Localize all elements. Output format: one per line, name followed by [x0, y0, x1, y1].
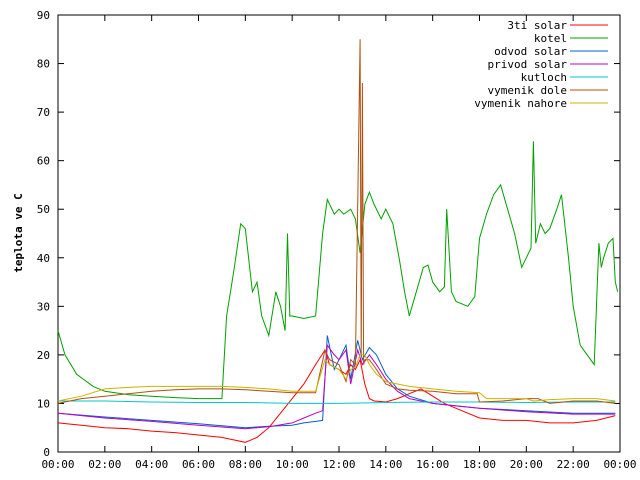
- x-tick-label: 00:00: [603, 458, 636, 471]
- legend-label: vymenik nahore: [474, 97, 567, 110]
- x-tick-label: 08:00: [229, 458, 262, 471]
- legend-label: kotel: [534, 32, 567, 45]
- legend-label: odvod solar: [494, 45, 567, 58]
- legend-label: 3ti solar: [507, 19, 567, 32]
- y-tick-label: 60: [37, 155, 50, 168]
- series-line-privod-solar: [57, 343, 616, 430]
- y-tick-label: 90: [37, 9, 50, 22]
- x-tick-label: 06:00: [182, 458, 215, 471]
- series-lines: [57, 39, 619, 443]
- x-tick-label: 12:00: [322, 458, 355, 471]
- x-tick-label: 22:00: [557, 458, 590, 471]
- x-tick-label: 02:00: [88, 458, 121, 471]
- x-tick-label: 20:00: [510, 458, 543, 471]
- y-tick-label: 80: [37, 58, 50, 71]
- y-tick-label: 0: [43, 446, 50, 459]
- legend-label: privod solar: [488, 58, 568, 71]
- x-tick-label: 16:00: [416, 458, 449, 471]
- x-tick-label: 14:00: [369, 458, 402, 471]
- y-tick-label: 20: [37, 349, 50, 362]
- x-tick-label: 10:00: [276, 458, 309, 471]
- y-tick-label: 70: [37, 106, 50, 119]
- y-tick-label: 40: [37, 252, 50, 265]
- legend-label: vymenik dole: [488, 84, 567, 97]
- x-tick-label: 18:00: [463, 458, 496, 471]
- x-axis: 00:00 02:00 04:00 06:00 08:00 10:00 12:00 14:00…: [41, 15, 637, 471]
- y-tick-label: 50: [37, 203, 50, 216]
- series-line-kutloch: [58, 400, 616, 404]
- y-tick-label: 30: [37, 300, 50, 313]
- y-tick-label: 10: [37, 397, 50, 410]
- series-line-kotel: [57, 141, 619, 400]
- y-axis: 0 10 20 30 40 50 60 70 80 90: [37, 9, 620, 459]
- series-line-vymenik-nahore: [57, 354, 616, 402]
- x-tick-label: 00:00: [41, 458, 74, 471]
- legend-label: kutloch: [521, 71, 567, 84]
- y-axis-label: teplota ve C: [12, 193, 25, 272]
- x-tick-label: 04:00: [135, 458, 168, 471]
- series-line-odvod-solar: [57, 335, 616, 429]
